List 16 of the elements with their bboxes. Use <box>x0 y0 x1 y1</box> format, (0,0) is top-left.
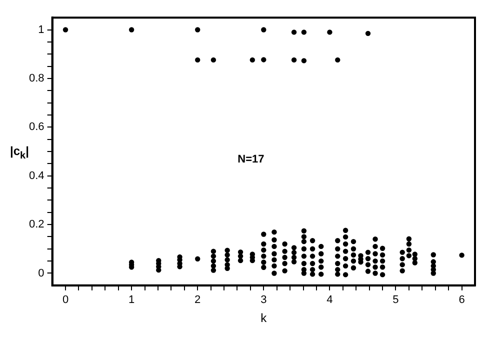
x-tick-label: 4 <box>326 294 333 306</box>
y-tick-label: 0.4 <box>28 170 44 182</box>
x-tick-label: 6 <box>458 294 465 306</box>
x-tick-label: 1 <box>128 294 135 306</box>
x-tick-label: 2 <box>194 294 201 306</box>
annotation: N=17 <box>238 154 264 166</box>
x-tick-label: 5 <box>392 294 399 306</box>
x-tick-label: 0 <box>62 294 69 306</box>
y-tick-label: 0.6 <box>28 121 44 134</box>
y-tick-label: 0 <box>38 267 44 280</box>
y-tick-label: 0.8 <box>28 72 44 84</box>
y-axis-title: |c$_{k}$| <box>10 144 29 163</box>
y-tick-label: 0.2 <box>28 218 44 231</box>
x-tick-label: 3 <box>260 294 267 306</box>
x-axis-title: k <box>260 311 268 326</box>
y-tick-label: 1 <box>38 24 44 36</box>
